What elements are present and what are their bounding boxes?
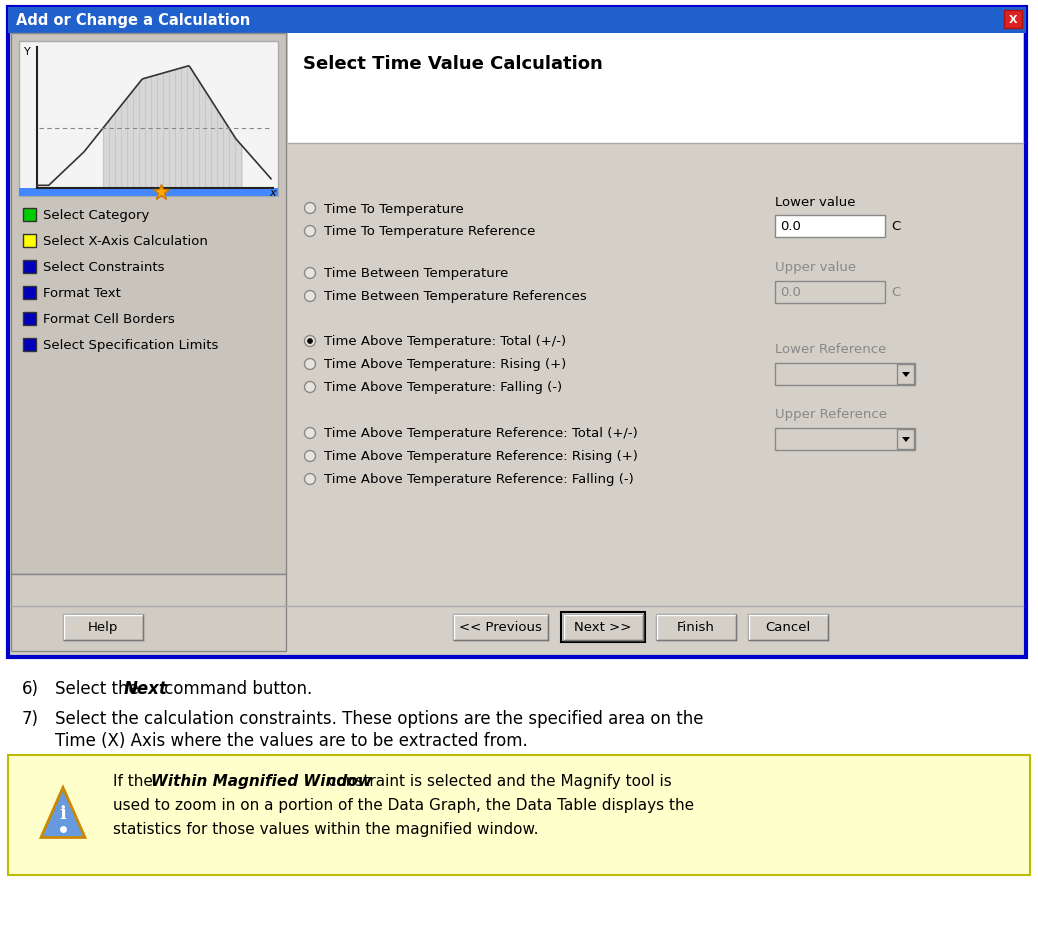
Polygon shape xyxy=(103,67,243,189)
Text: Upper value: Upper value xyxy=(775,261,856,274)
Polygon shape xyxy=(902,438,910,442)
Circle shape xyxy=(304,226,316,237)
Bar xyxy=(8,8,1026,34)
Text: Lower Reference: Lower Reference xyxy=(775,343,886,356)
Bar xyxy=(23,312,36,325)
Text: Select the: Select the xyxy=(55,679,144,697)
Text: used to zoom in on a portion of the Data Graph, the Data Table displays the: used to zoom in on a portion of the Data… xyxy=(113,797,694,812)
Bar xyxy=(775,363,916,386)
Text: Add or Change a Calculation: Add or Change a Calculation xyxy=(16,14,250,29)
Text: Time Above Temperature Reference: Falling (-): Time Above Temperature Reference: Fallin… xyxy=(324,473,634,486)
Bar xyxy=(288,34,1023,144)
Circle shape xyxy=(304,359,316,370)
Text: Next >>: Next >> xyxy=(574,621,632,634)
Bar xyxy=(23,286,36,299)
Text: Time (X) Axis where the values are to be extracted from.: Time (X) Axis where the values are to be… xyxy=(55,731,527,749)
Text: Time To Temperature Reference: Time To Temperature Reference xyxy=(324,225,536,238)
Text: Time To Temperature: Time To Temperature xyxy=(324,202,464,215)
Text: Select Specification Limits: Select Specification Limits xyxy=(43,338,218,351)
Text: << Previous: << Previous xyxy=(459,621,542,634)
Text: Within Magnified Window: Within Magnified Window xyxy=(151,773,372,788)
Circle shape xyxy=(304,474,316,485)
Text: command button.: command button. xyxy=(159,679,312,697)
Text: constraint is selected and the Magnify tool is: constraint is selected and the Magnify t… xyxy=(323,773,672,788)
Bar xyxy=(23,209,36,222)
Bar xyxy=(288,34,1023,654)
Circle shape xyxy=(304,451,316,462)
Text: Time Above Temperature: Total (+/-): Time Above Temperature: Total (+/-) xyxy=(324,336,566,349)
Text: Time Above Temperature Reference: Total (+/-): Time Above Temperature Reference: Total … xyxy=(324,427,637,440)
Text: C: C xyxy=(891,221,900,234)
Text: Help: Help xyxy=(88,621,118,634)
Bar xyxy=(775,216,885,237)
Polygon shape xyxy=(40,788,85,838)
Text: Select Constraints: Select Constraints xyxy=(43,260,164,273)
Text: If the: If the xyxy=(113,773,158,788)
Text: C: C xyxy=(891,286,900,299)
Bar xyxy=(8,8,1026,657)
Text: statistics for those values within the magnified window.: statistics for those values within the m… xyxy=(113,821,539,836)
Bar xyxy=(63,615,143,641)
Text: 0.0: 0.0 xyxy=(780,221,801,234)
Text: Select X-Axis Calculation: Select X-Axis Calculation xyxy=(43,235,208,248)
Text: X: X xyxy=(1009,15,1017,25)
Bar xyxy=(897,364,914,385)
Text: i: i xyxy=(59,804,66,822)
Bar xyxy=(897,429,914,450)
Text: Select Time Value Calculation: Select Time Value Calculation xyxy=(303,55,603,73)
Text: Format Cell Borders: Format Cell Borders xyxy=(43,312,174,325)
Circle shape xyxy=(304,428,316,439)
Bar xyxy=(561,613,645,642)
Text: Format Text: Format Text xyxy=(43,286,120,299)
Circle shape xyxy=(304,337,316,347)
Circle shape xyxy=(307,339,312,344)
Bar xyxy=(656,615,736,641)
Bar xyxy=(23,338,36,351)
Bar xyxy=(748,615,828,641)
Circle shape xyxy=(304,382,316,393)
Circle shape xyxy=(304,268,316,279)
Bar xyxy=(563,615,643,641)
Text: 6): 6) xyxy=(22,679,39,697)
Text: Time Between Temperature References: Time Between Temperature References xyxy=(324,290,586,303)
Bar xyxy=(23,235,36,248)
Text: 7): 7) xyxy=(22,709,39,727)
Bar xyxy=(11,34,286,575)
Bar xyxy=(775,428,916,451)
Bar xyxy=(11,575,286,652)
Text: Time Above Temperature: Falling (-): Time Above Temperature: Falling (-) xyxy=(324,381,563,394)
Bar xyxy=(19,42,278,197)
Text: Next: Next xyxy=(124,679,167,697)
Text: 0.0: 0.0 xyxy=(780,286,801,299)
Text: Y: Y xyxy=(24,47,30,57)
Circle shape xyxy=(304,291,316,302)
Circle shape xyxy=(304,203,316,214)
Text: x: x xyxy=(270,188,276,197)
Text: Time Above Temperature Reference: Rising (+): Time Above Temperature Reference: Rising… xyxy=(324,450,638,463)
Bar xyxy=(23,260,36,273)
Text: Finish: Finish xyxy=(677,621,715,634)
Text: Upper Reference: Upper Reference xyxy=(775,408,887,421)
Text: Select Category: Select Category xyxy=(43,209,149,222)
Text: Select the calculation constraints. These options are the specified area on the: Select the calculation constraints. Thes… xyxy=(55,709,704,727)
Text: Time Above Temperature: Rising (+): Time Above Temperature: Rising (+) xyxy=(324,358,567,371)
Bar xyxy=(8,756,1030,875)
Bar xyxy=(19,189,278,197)
Bar xyxy=(453,615,548,641)
Bar xyxy=(775,282,885,304)
Text: Cancel: Cancel xyxy=(765,621,811,634)
Text: Lower value: Lower value xyxy=(775,196,855,209)
Polygon shape xyxy=(902,373,910,377)
Bar xyxy=(1004,11,1022,29)
Text: Time Between Temperature: Time Between Temperature xyxy=(324,267,509,280)
